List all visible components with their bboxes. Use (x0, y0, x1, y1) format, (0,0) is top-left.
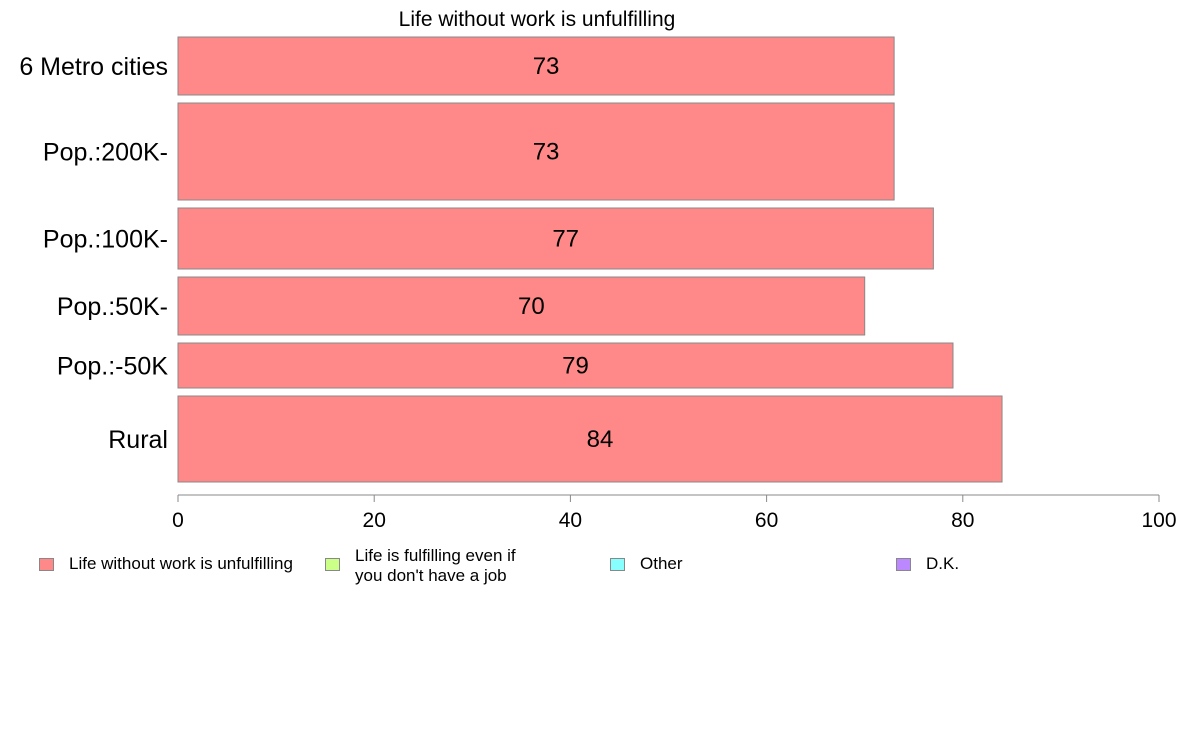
legend-item-dk: D.K. (896, 544, 959, 574)
bar-chart-svg: Life without work is unfulfilling 73 6 Me… (19, 8, 1177, 532)
bar-value-label: 73 (533, 53, 560, 80)
legend-item-other: Other (610, 544, 683, 574)
bar-value-label: 70 (518, 293, 545, 320)
legend-label: Life without work is unfulfilling (69, 554, 293, 573)
category-label: Pop.:50K- (57, 293, 168, 321)
x-tick-label: 80 (951, 509, 974, 532)
legend-swatch (325, 558, 340, 571)
x-tick-label: 0 (172, 509, 184, 532)
bar (177, 207, 934, 270)
category-label: Pop.:100K- (43, 226, 168, 254)
legend-item-unfulfilling: Life without work is unfulfilling (39, 544, 293, 574)
bar (177, 102, 895, 201)
legend-label: Life is fulfilling even if you don't hav… (355, 546, 516, 585)
bar-value-label: 84 (587, 426, 614, 453)
category-label: Pop.:200K- (43, 139, 168, 167)
x-tick-label: 60 (755, 509, 778, 532)
bar-value-label: 79 (562, 353, 589, 380)
category-label: Rural (108, 426, 168, 454)
legend-swatch (896, 558, 911, 571)
category-label: 6 Metro cities (19, 53, 168, 81)
x-axis: 0 20 40 60 80 100 (172, 494, 1177, 532)
legend-swatch (39, 558, 54, 571)
legend-swatch (610, 558, 625, 571)
chart-title: Life without work is unfulfilling (399, 8, 676, 31)
legend: Life without work is unfulfilling Life i… (0, 544, 1188, 594)
legend-item-fulfilling: Life is fulfilling even if you don't hav… (325, 544, 516, 586)
legend-label: D.K. (926, 554, 960, 573)
x-tick-label: 40 (559, 509, 582, 532)
bar-value-label: 77 (552, 226, 579, 253)
bar (177, 342, 954, 389)
bar (177, 36, 895, 96)
bars-layer: 73 6 Metro cities 73 Pop.:200K- 77 Pop.:100K-… (19, 36, 1003, 483)
x-tick-label: 100 (1141, 509, 1176, 532)
bar (177, 395, 1003, 483)
bar (177, 276, 866, 336)
bar-value-label: 73 (533, 139, 560, 166)
legend-label: Other (640, 554, 683, 573)
x-tick-label: 20 (363, 509, 386, 532)
category-label: Pop.:-50K (57, 353, 169, 381)
